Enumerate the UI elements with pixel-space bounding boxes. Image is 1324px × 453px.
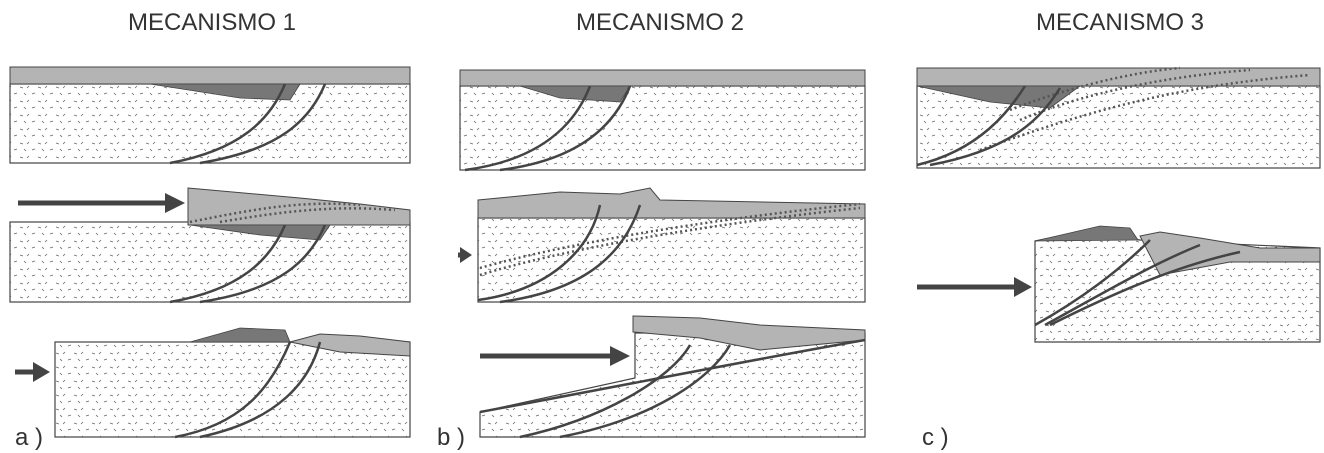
diagram: MECANISMO 1 MECANISMO 2 MECANISMO 3 a )	[0, 0, 1324, 453]
panel-title: MECANISMO 2	[576, 9, 744, 36]
panel-title: MECANISMO 1	[128, 9, 296, 36]
panel-label: c )	[922, 424, 949, 451]
panel-label: a )	[15, 424, 43, 451]
panel-title: MECANISMO 3	[1036, 9, 1204, 36]
panel-label: b )	[437, 424, 465, 451]
panel-b: b )	[437, 70, 865, 451]
panel-a: a )	[10, 67, 410, 451]
panel-c: c )	[917, 68, 1320, 451]
